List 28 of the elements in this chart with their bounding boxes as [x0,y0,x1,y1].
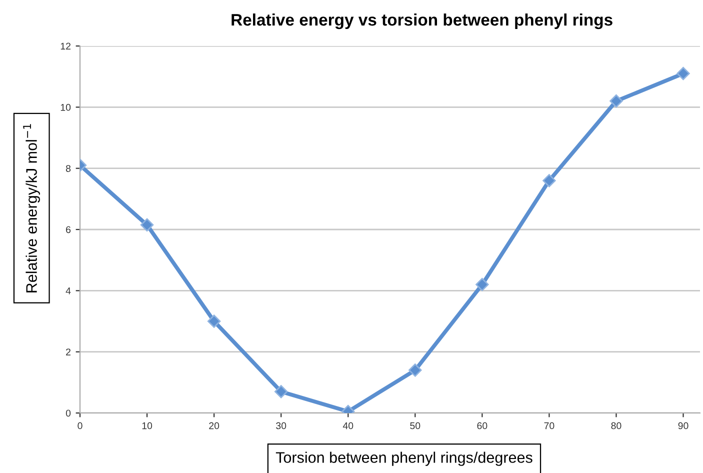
point [676,66,690,80]
x-tick-label: 80 [611,422,622,430]
y-tick-label: 2 [66,348,70,356]
y-tick-label: 10 [60,104,71,111]
chart-title: Relative energy vs torsion between phenyl rings [232,13,612,30]
x-tick-label: 10 [142,422,152,430]
y-tick-label: 4 [66,288,71,294]
y-tick-label: 6 [66,226,71,234]
point [207,314,221,328]
y-axis-title: Relative energy/kJ mol$^{−1}$ [23,124,40,292]
x-tick-label: 50 [410,422,420,430]
point [542,174,556,188]
point [140,218,154,232]
x-axis-title: Torsion between phenyl rings/degrees [276,452,532,466]
x-tick-label: 30 [276,422,286,430]
x-tick-label: 60 [477,422,488,430]
x-tick-label: 20 [209,422,220,430]
x-tick-label: 70 [544,422,554,430]
point [408,364,422,377]
x-tick-label: 40 [342,422,354,430]
y-tick-label: 12 [60,42,70,50]
y-tick-label: 0 [66,410,71,417]
point [274,385,288,398]
y-tick-label: 8 [66,165,71,172]
point [476,278,489,292]
x-tick-label: 0 [78,422,82,430]
x-tick-label: 90 [678,422,688,430]
point [610,94,623,108]
